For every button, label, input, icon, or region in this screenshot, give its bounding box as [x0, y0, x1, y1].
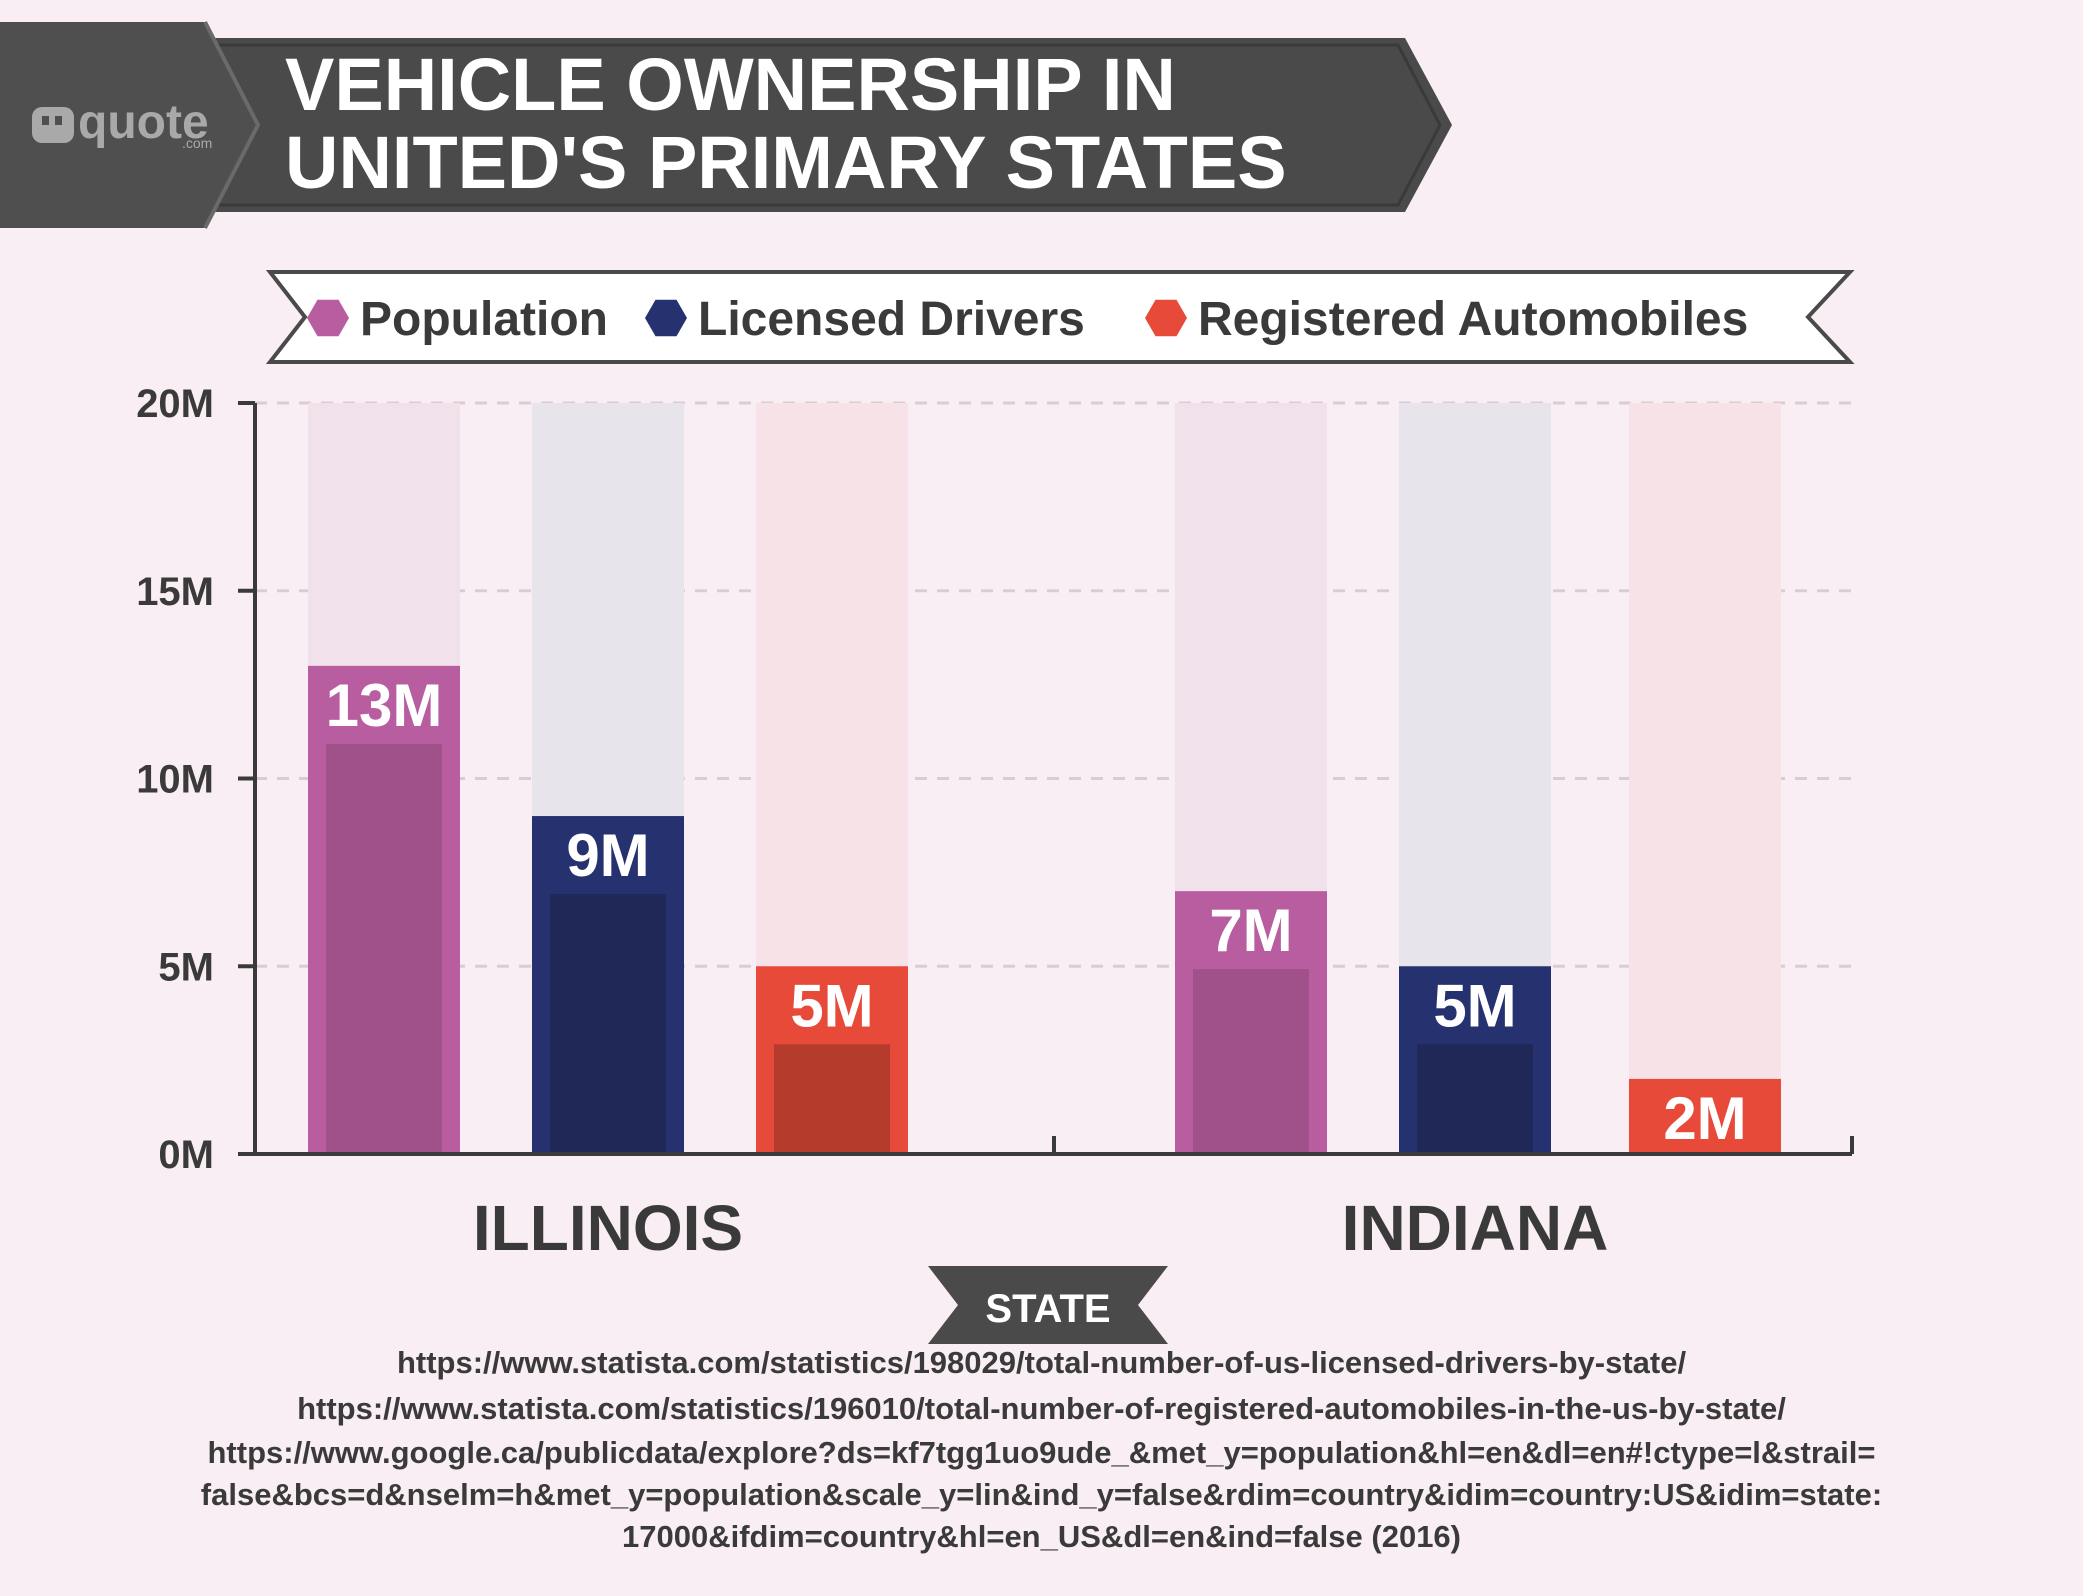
quote-logo-text: quote: [78, 96, 209, 149]
title-banner: [200, 38, 1452, 212]
logo-tab: [0, 22, 258, 228]
quote-logo: quote .com: [32, 96, 212, 151]
y-tick-label: 0M: [158, 1133, 214, 1177]
bar-indiana-3: [1629, 1078, 1781, 1154]
quote-logo-icon: [32, 107, 74, 143]
page-title-line-1: VEHICLE OWNERSHIP IN: [285, 43, 1176, 126]
y-tick-label: 15M: [136, 570, 214, 614]
page-title-line-2: UNITED'S PRIMARY STATES: [285, 121, 1287, 204]
y-tick-label: 20M: [136, 382, 214, 426]
data-label: 5M: [1433, 972, 1516, 1039]
legend-label-3: Registered Automobiles: [1198, 293, 1748, 346]
bar-inner: [550, 894, 666, 1154]
x-axis-label-badge: [928, 1266, 1168, 1344]
quote-logo-sub: .com: [182, 135, 212, 151]
x-tick-label: ILLINOIS: [473, 1192, 743, 1264]
source-link-3-line-2[interactable]: false&bcs=d&nselm=h&met_y=population&sca…: [200, 1477, 1883, 1512]
y-tick-label: 5M: [158, 945, 214, 989]
legend-marker-2: [645, 299, 687, 337]
data-label: 9M: [566, 822, 649, 889]
data-label: 5M: [790, 972, 873, 1039]
bar-inner: [1193, 969, 1309, 1154]
data-label: 2M: [1663, 1085, 1746, 1152]
sources-list: https://www.statista.com/statistics/1980…: [0, 1340, 2083, 1558]
bar-inner: [1417, 1044, 1533, 1154]
legend-frame: [265, 270, 1855, 364]
data-label: 13M: [326, 672, 443, 739]
logo-tab-chevron: [203, 21, 261, 229]
source-link-3-line-3[interactable]: 17000&ifdim=country&hl=en_US&dl=en&ind=f…: [621, 1519, 1461, 1554]
legend-marker-1: [307, 299, 349, 337]
bar-inner: [326, 743, 442, 1154]
source-link-2[interactable]: https://www.statista.com/statistics/1960…: [297, 1391, 1786, 1426]
legend-marker-3: [1145, 299, 1187, 337]
legend-label-1: Population: [360, 293, 608, 346]
y-tick-label: 10M: [136, 758, 214, 802]
x-tick-label: INDIANA: [1342, 1192, 1609, 1264]
source-link-3-line-1[interactable]: https://www.google.ca/publicdata/explore…: [207, 1435, 1876, 1470]
bar-inner: [774, 1044, 890, 1154]
bar-chart: 0M 5M 10M 15M 20M 13M 9M 5M ILLINOIS 7M 5M 2M INDIAN…: [136, 382, 1854, 1264]
data-label: 7M: [1209, 897, 1292, 964]
legend-label-2: Licensed Drivers: [698, 293, 1085, 346]
source-link-1[interactable]: https://www.statista.com/statistics/1980…: [396, 1345, 1687, 1380]
x-axis-label: STATE: [985, 1287, 1110, 1331]
legend: Population Licensed Drivers Registered Aut…: [307, 293, 1748, 346]
bar-track: [1629, 403, 1781, 1154]
